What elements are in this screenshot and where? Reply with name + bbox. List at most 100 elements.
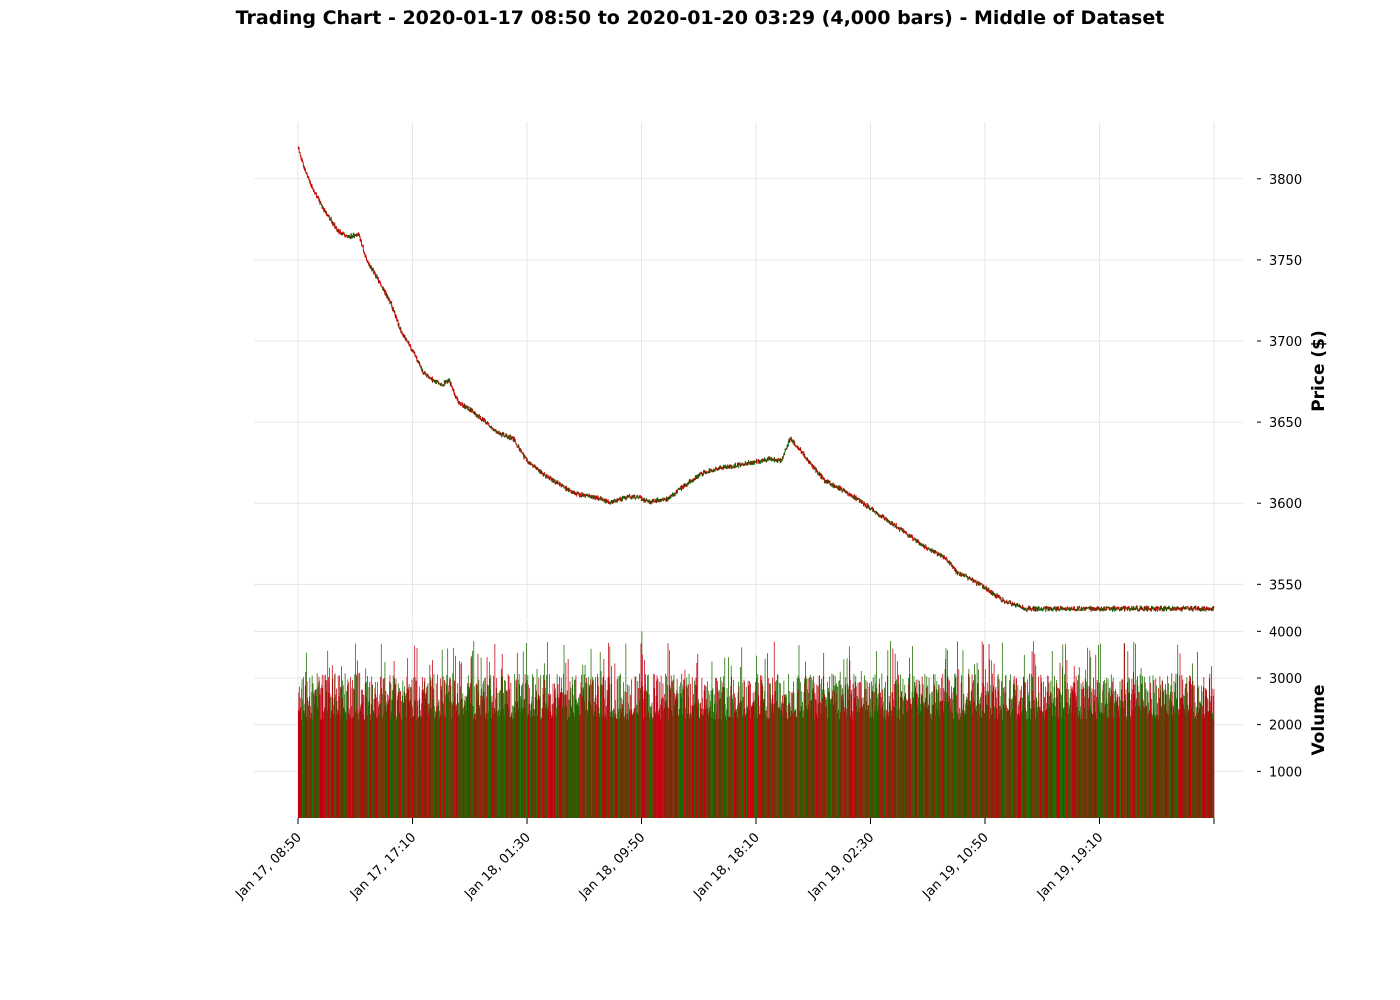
volume-bar (793, 693, 795, 818)
volume-bar (858, 707, 860, 818)
volume-bar (439, 678, 441, 818)
volume-bar (821, 704, 823, 818)
volume-bar (321, 674, 323, 818)
volume-bar (538, 677, 540, 818)
volume-bar (443, 703, 444, 818)
volume-bar (1036, 711, 1038, 818)
volume-bar (679, 709, 680, 818)
volume-bar (1006, 705, 1007, 818)
volume-bar (963, 714, 965, 818)
volume-bar (323, 675, 325, 818)
volume-bar (716, 702, 718, 818)
volume-bar (724, 657, 726, 818)
volume-bar (1051, 703, 1053, 818)
volume-bar (409, 702, 411, 818)
volume-bar (814, 719, 815, 818)
volume-bar (317, 707, 318, 818)
volume-bar (1023, 676, 1025, 818)
volume-bar (668, 707, 670, 818)
volume-bar (847, 688, 849, 818)
volume-bar (384, 695, 385, 818)
volume-bar (952, 712, 953, 818)
volume-bar (1089, 650, 1091, 818)
volume-bar (434, 711, 436, 818)
volume-bar (772, 677, 773, 818)
volume-bar (939, 701, 941, 818)
volume-bar (979, 696, 981, 818)
volume-bar (1020, 711, 1022, 818)
volume-bar (1203, 687, 1204, 818)
volume-bar (901, 698, 903, 818)
volume-bar (590, 648, 592, 818)
volume-bar (580, 715, 581, 818)
volume-bar (697, 702, 699, 818)
volume-bar (981, 717, 983, 818)
volume-bar (1201, 691, 1203, 818)
volume-bar (738, 686, 740, 818)
volume-bar (707, 715, 709, 818)
volume-bar (376, 716, 378, 818)
volume-bar (420, 716, 422, 818)
volume-bar (742, 696, 744, 818)
volume-bar (481, 688, 482, 818)
volume-bar (784, 695, 786, 818)
volume-bar (1208, 712, 1210, 818)
volume-bar (871, 691, 873, 818)
volume-bar (772, 695, 774, 818)
volume-bar (906, 711, 907, 818)
volume-bar (325, 691, 327, 818)
volume-bar (430, 680, 432, 818)
volume-bar (774, 703, 776, 818)
volume-bar (420, 717, 422, 818)
volume-bar (949, 680, 951, 818)
volume-bar (706, 699, 707, 818)
volume-bar (446, 694, 448, 818)
volume-bar (994, 718, 996, 818)
volume-bar (1031, 651, 1033, 818)
volume-bar (519, 684, 520, 818)
volume-bar (1081, 713, 1082, 818)
volume-bar (611, 717, 613, 818)
volume-bar (937, 689, 939, 818)
volume-bar (358, 710, 360, 818)
volume-bar (342, 698, 344, 818)
volume-bar (597, 677, 599, 818)
volume-bar (528, 704, 530, 818)
volume-bar (334, 675, 335, 818)
volume-bar (793, 681, 794, 818)
volume-bar (1169, 699, 1171, 818)
volume-bar (523, 707, 525, 818)
volume-bar (861, 698, 863, 818)
volume-bar (390, 711, 392, 818)
volume-bar (494, 711, 496, 818)
volume-bar (442, 676, 444, 818)
volume-bar (881, 707, 882, 818)
volume-bar (1094, 712, 1096, 818)
volume-bar (327, 650, 329, 818)
volume-bar (739, 667, 741, 818)
volume-bar (577, 706, 579, 818)
volume-bar (714, 703, 716, 818)
volume-bar (549, 695, 551, 818)
volume-bar (935, 689, 937, 818)
volume-bar (354, 711, 356, 818)
volume-bar (719, 698, 721, 818)
volume-bar (336, 700, 338, 818)
volume-bar (1145, 688, 1147, 818)
volume-bar (486, 657, 488, 818)
volume-bar (1152, 716, 1153, 818)
volume-bar (937, 709, 939, 818)
volume-bar (648, 711, 650, 818)
volume-bar (1158, 688, 1159, 818)
volume-bar (395, 684, 396, 818)
volume-bar (758, 705, 760, 818)
volume-bar (677, 693, 679, 818)
volume-bar (1166, 713, 1168, 818)
volume-bar (1180, 698, 1182, 818)
volume-bar (522, 651, 524, 818)
volume-bar (903, 696, 905, 818)
volume-bar (1092, 713, 1093, 818)
volume-bar (876, 697, 878, 818)
volume-bar (1165, 690, 1167, 818)
volume-bar (996, 718, 998, 818)
